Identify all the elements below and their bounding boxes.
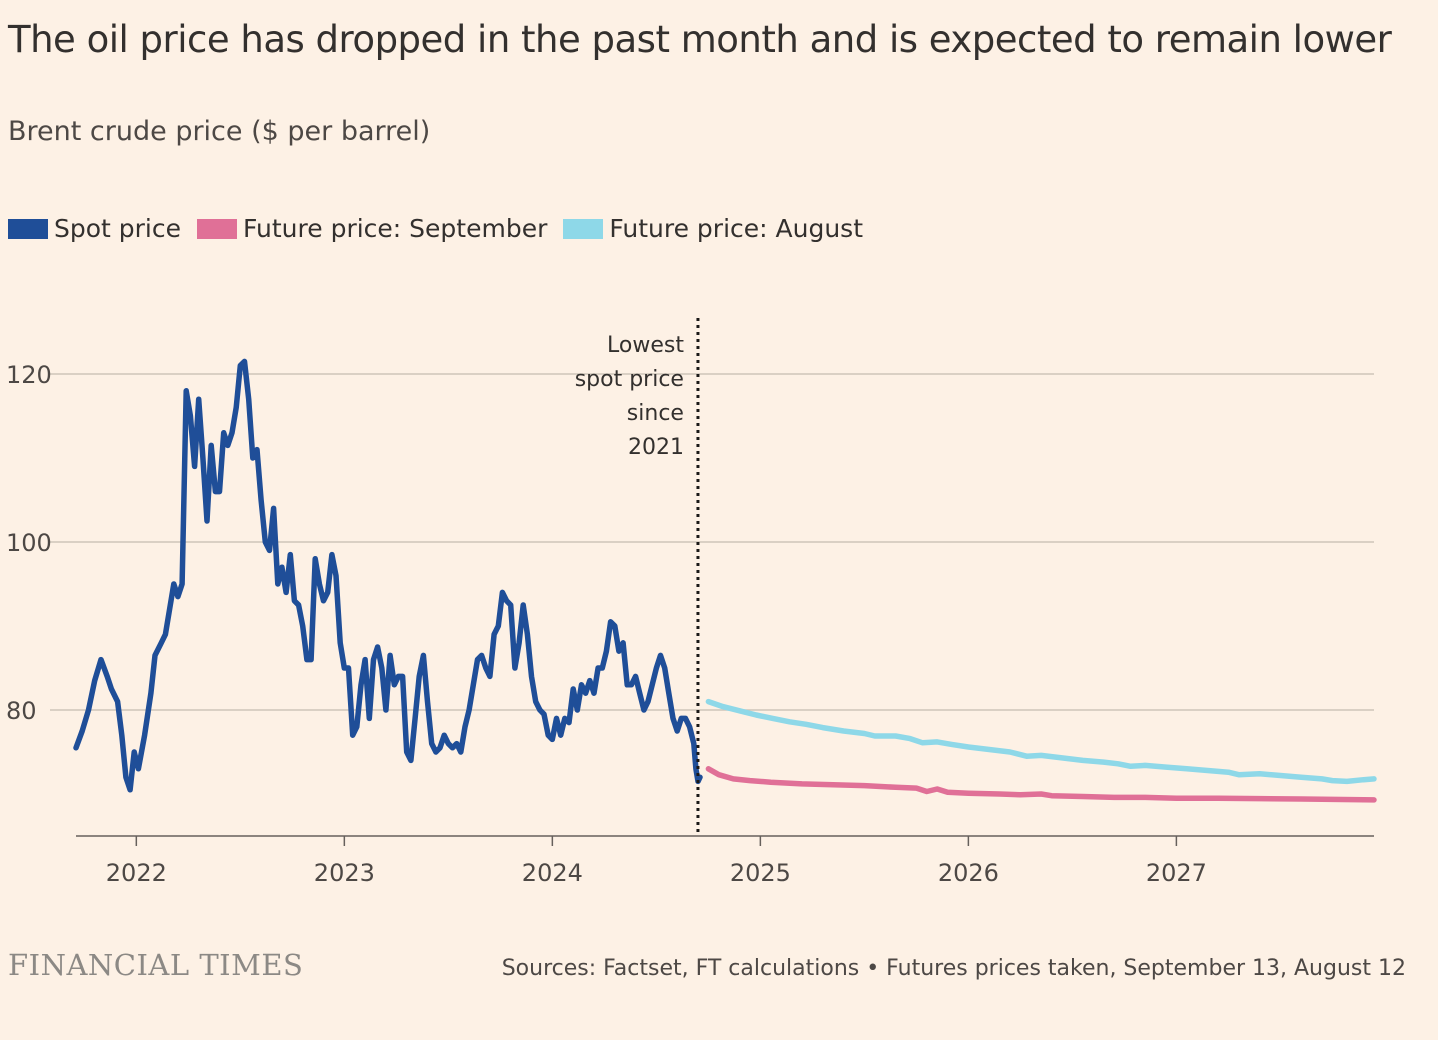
- legend-item-spot: Spot price: [8, 214, 181, 243]
- x-tick-label-2022: 2022: [106, 859, 167, 887]
- x-tick-label-2027: 2027: [1146, 859, 1207, 887]
- legend-item-future-september: Future price: September: [197, 214, 547, 243]
- x-tick-label-2024: 2024: [522, 859, 583, 887]
- chart-plot: 80 100 120 2022 2023 2024 2025 2026 2027 Lowest sp…: [6, 318, 1377, 887]
- annotation-text-line-3: since: [627, 401, 684, 426]
- legend-swatch-future-september: [197, 218, 238, 239]
- legend: Spot price Future price: September Futur…: [8, 214, 879, 243]
- annotation-text-line-1: Lowest: [607, 333, 684, 358]
- x-tick-label-2025: 2025: [730, 859, 791, 887]
- series-line-future-price-september: [705, 766, 1377, 803]
- y-tick-label-100: 100: [6, 529, 52, 557]
- ft-logo: FINANCIAL TIMES: [8, 948, 304, 982]
- chart-title: The oil price has dropped in the past mo…: [8, 18, 1392, 61]
- y-tick-label-80: 80: [6, 697, 37, 725]
- source-note: Sources: Factset, FT calculations • Futu…: [501, 956, 1406, 981]
- legend-label-spot: Spot price: [54, 214, 182, 243]
- x-tick-label-2023: 2023: [314, 859, 375, 887]
- y-tick-label-120: 120: [6, 361, 52, 389]
- legend-label-future-september: Future price: September: [243, 214, 548, 243]
- series-line-future-price-august: [705, 698, 1377, 785]
- annotation-text-line-4: 2021: [628, 435, 684, 460]
- annotation-text-line-2: spot price: [575, 367, 684, 392]
- series-line-spot-price: [73, 358, 703, 793]
- chart-subtitle: Brent crude price ($ per barrel): [8, 116, 431, 147]
- legend-swatch-spot: [8, 218, 48, 239]
- x-tick-label-2026: 2026: [938, 859, 999, 887]
- legend-swatch-future-august: [563, 218, 604, 239]
- legend-label-future-august: Future price: August: [609, 214, 863, 243]
- legend-item-future-august: Future price: August: [563, 214, 863, 243]
